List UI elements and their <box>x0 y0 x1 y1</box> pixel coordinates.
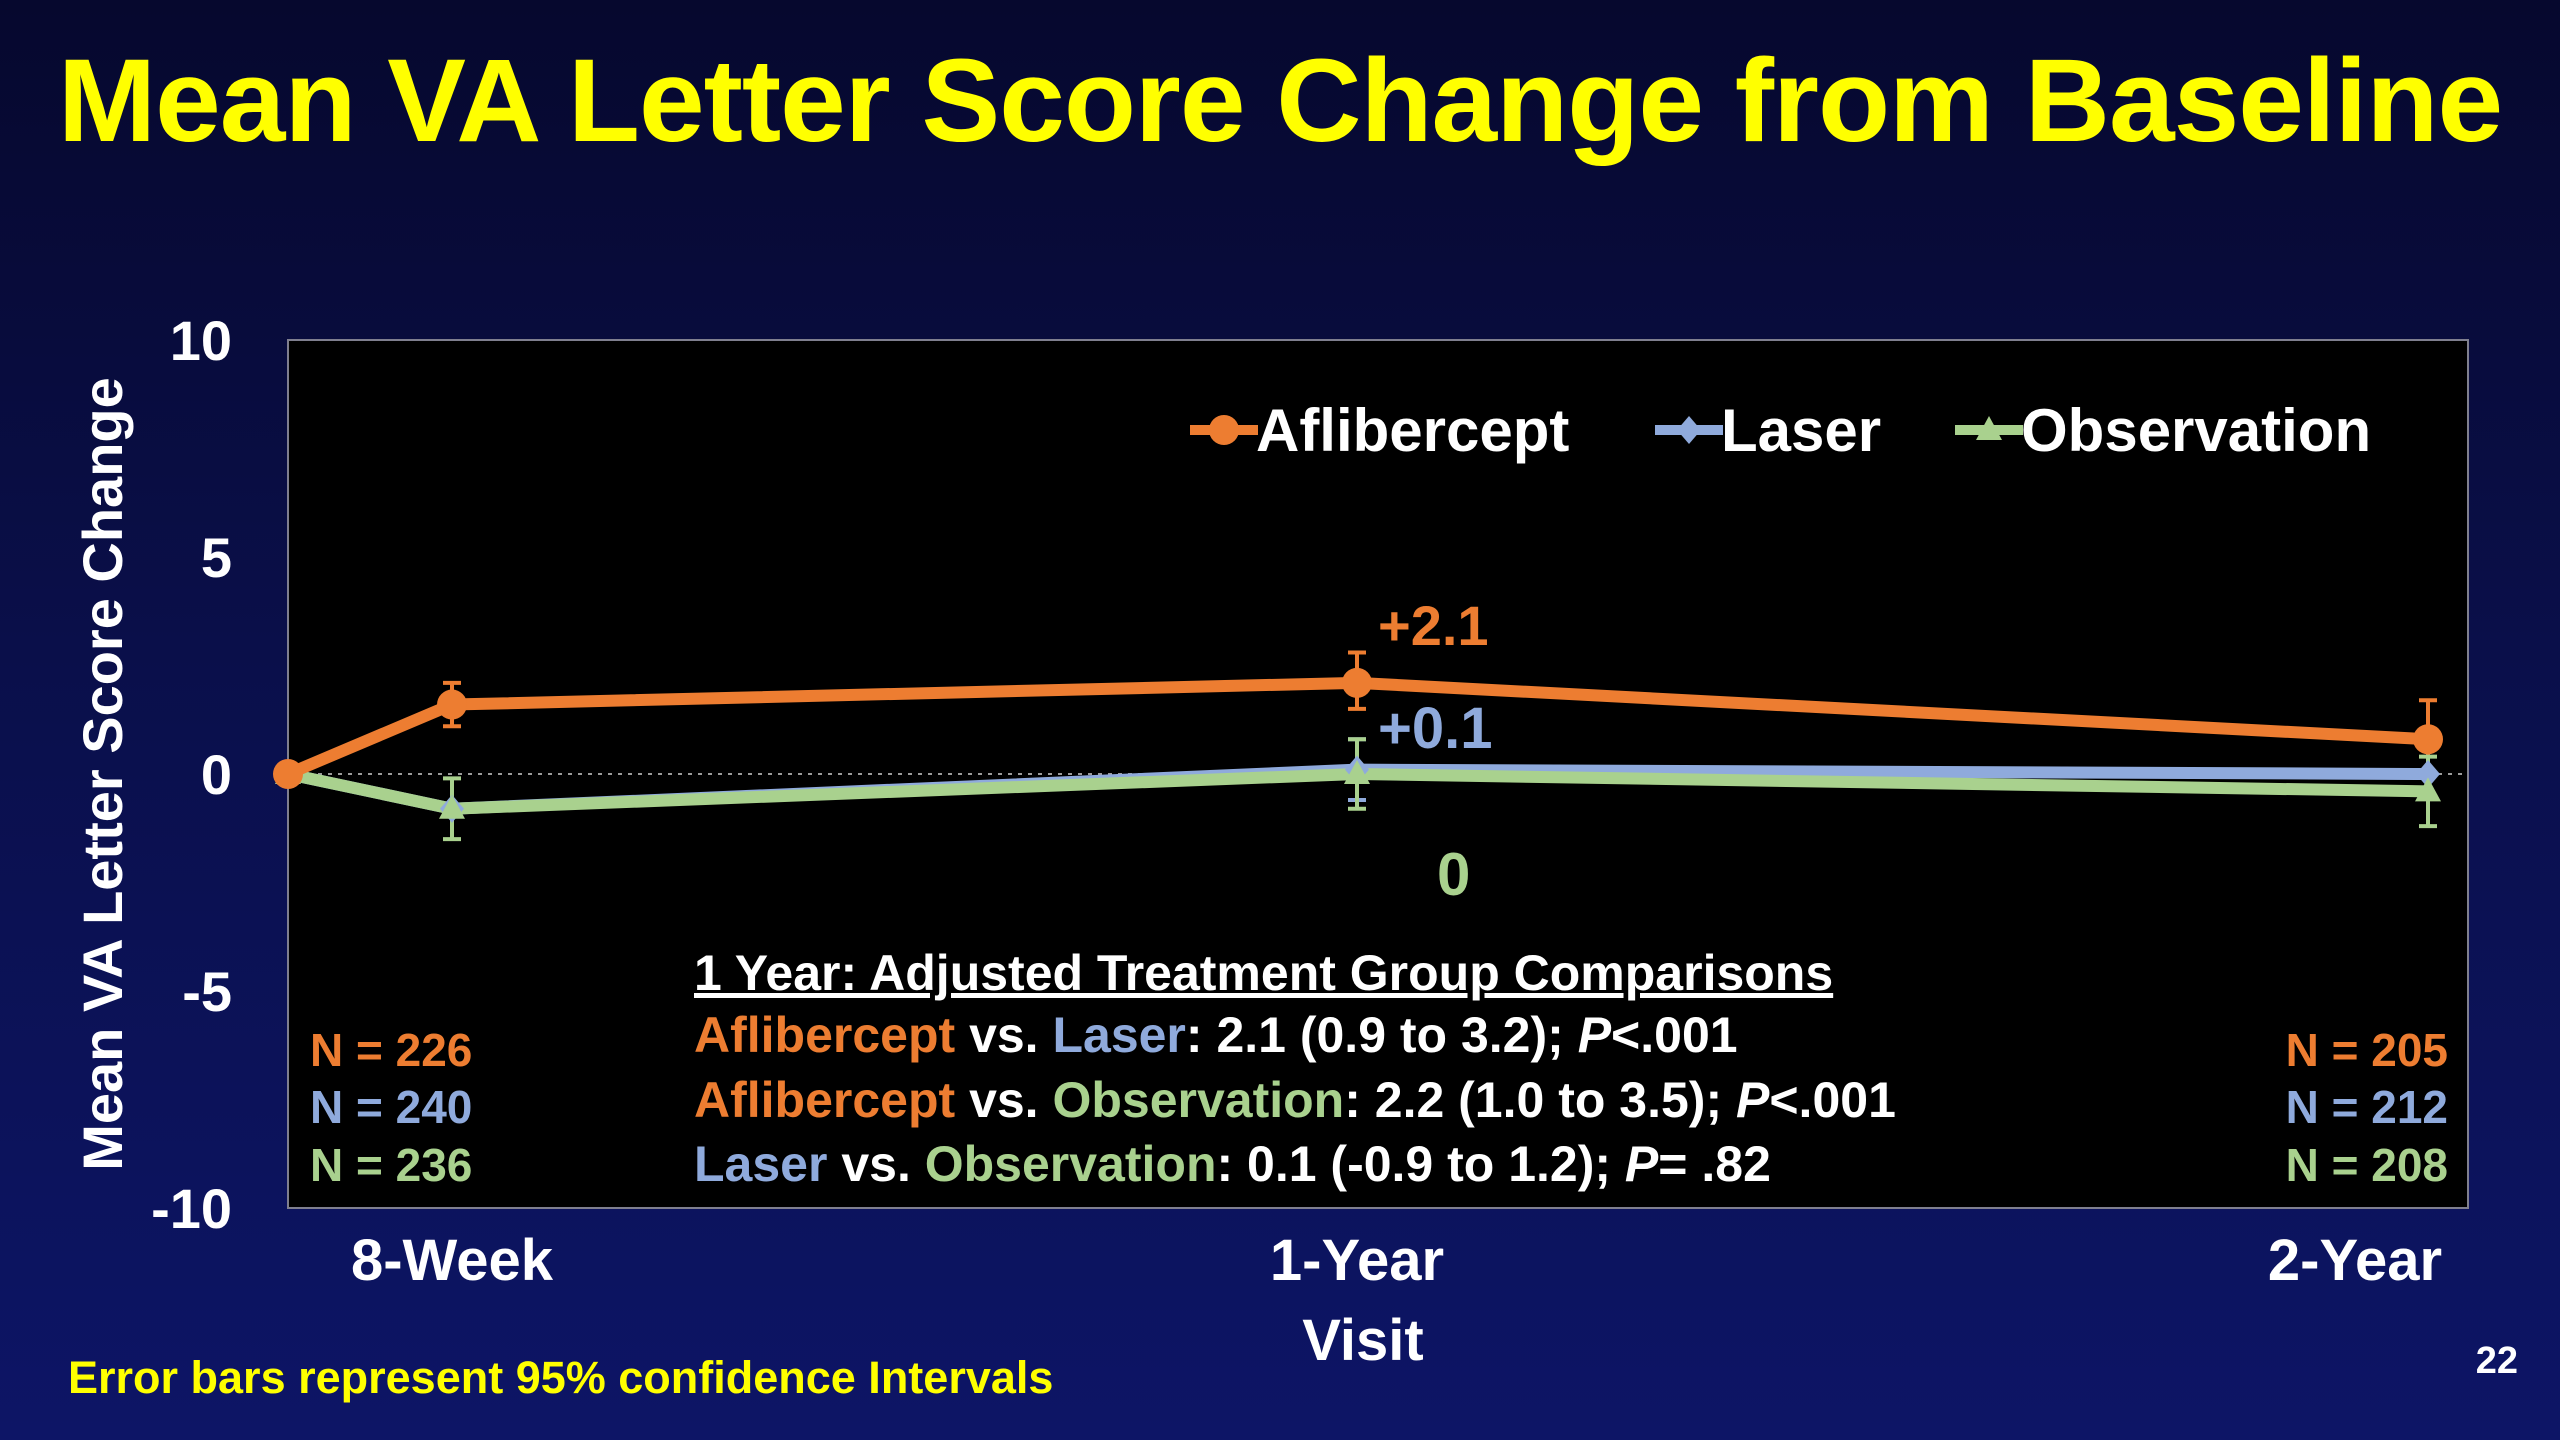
comparison-vs: vs. <box>827 1136 924 1192</box>
annotation-laser: +0.1 <box>1378 696 1493 761</box>
x-axis-ticks: 8-Week 1-Year 2-Year <box>351 1228 2442 1293</box>
comparison-group-a: Laser <box>694 1136 827 1192</box>
series-line-observation <box>282 768 2434 815</box>
series-lines <box>282 676 2434 815</box>
y-axis-label: Mean VA Letter Score Change <box>71 377 134 1171</box>
page-number: 22 <box>2475 1340 2518 1382</box>
n-count-year2: N = 208 <box>2286 1139 2448 1191</box>
y-tick-label: 5 <box>201 526 232 589</box>
y-tick-label: -5 <box>182 960 232 1023</box>
y-axis-ticks: 10 5 0 -5 -10 <box>151 309 232 1240</box>
legend: Aflibercept Laser Observation <box>1190 397 2371 464</box>
y-tick-label: 10 <box>170 309 232 372</box>
n-count-year2: N = 205 <box>2286 1024 2448 1076</box>
value-annotations: +2.1 +0.1 0 <box>1378 594 1493 908</box>
x-tick-label: 8-Week <box>351 1228 554 1293</box>
comparison-result: : 0.1 (-0.9 to 1.2); <box>1216 1136 1624 1192</box>
comparison-vs: vs. <box>955 1007 1052 1063</box>
data-point-observation <box>439 794 465 819</box>
legend-marker-laser <box>1677 416 1701 444</box>
n-count-week8: N = 236 <box>310 1139 472 1191</box>
annotation-observation: 0 <box>1437 841 1470 908</box>
legend-label-aflibercept: Aflibercept <box>1256 397 1569 464</box>
comparison-group-b: Observation <box>925 1136 1217 1192</box>
legend-label-laser: Laser <box>1721 397 1881 464</box>
comparison-row: Aflibercept vs. Laser: 2.1 (0.9 to 3.2);… <box>694 1007 1738 1063</box>
footnote: Error bars represent 95% confidence Inte… <box>68 1352 1054 1403</box>
annotation-aflibercept: +2.1 <box>1378 594 1489 657</box>
n-count-year2: N = 212 <box>2286 1081 2448 1133</box>
comparison-group-a: Aflibercept <box>694 1007 956 1063</box>
y-tick-label: -10 <box>151 1177 232 1240</box>
comparison-p-value: <.001 <box>1769 1072 1896 1128</box>
comparison-p-label: P <box>1736 1072 1770 1128</box>
data-point-aflibercept <box>273 759 303 789</box>
x-tick-label: 2-Year <box>2268 1228 2442 1293</box>
data-point-aflibercept <box>437 689 467 720</box>
n-count-week8: N = 240 <box>310 1081 472 1133</box>
comparisons-box: 1 Year: Adjusted Treatment Group Compari… <box>694 945 1896 1192</box>
data-point-observation <box>2415 777 2441 802</box>
comparison-vs: vs. <box>955 1072 1052 1128</box>
comparison-p-value: = .82 <box>1658 1136 1771 1192</box>
legend-label-observation: Observation <box>2021 397 2371 464</box>
comparison-group-b: Laser <box>1052 1007 1185 1063</box>
data-point-aflibercept <box>2413 724 2443 755</box>
legend-marker-aflibercept <box>1209 415 1239 445</box>
data-point-aflibercept <box>1342 667 1372 698</box>
comparisons-heading: 1 Year: Adjusted Treatment Group Compari… <box>694 945 1833 1001</box>
comparison-group-b: Observation <box>1052 1072 1344 1128</box>
comparison-result: : 2.1 (0.9 to 3.2); <box>1186 1007 1578 1063</box>
data-point-observation <box>1344 760 1370 784</box>
comparison-row: Aflibercept vs. Observation: 2.2 (1.0 to… <box>694 1072 1896 1128</box>
x-axis-label: Visit <box>1302 1308 1423 1373</box>
comparison-row: Laser vs. Observation: 0.1 (-0.9 to 1.2)… <box>694 1136 1771 1192</box>
comparison-p-label: P <box>1578 1007 1612 1063</box>
comparison-p-label: P <box>1625 1136 1659 1192</box>
series-markers <box>273 667 2443 823</box>
legend-marker-observation <box>1976 416 2002 440</box>
x-tick-label: 1-Year <box>1270 1228 1444 1293</box>
n-count-week8: N = 226 <box>310 1024 472 1076</box>
comparison-p-value: <.001 <box>1611 1007 1738 1063</box>
series-line-aflibercept <box>282 676 2434 780</box>
comparison-group-a: Aflibercept <box>694 1072 956 1128</box>
comparison-result: : 2.2 (1.0 to 3.5); <box>1344 1072 1736 1128</box>
y-tick-label: 0 <box>201 743 232 806</box>
slide-title: Mean VA Letter Score Change from Baselin… <box>57 35 2503 167</box>
data-point-laser <box>2416 760 2440 788</box>
